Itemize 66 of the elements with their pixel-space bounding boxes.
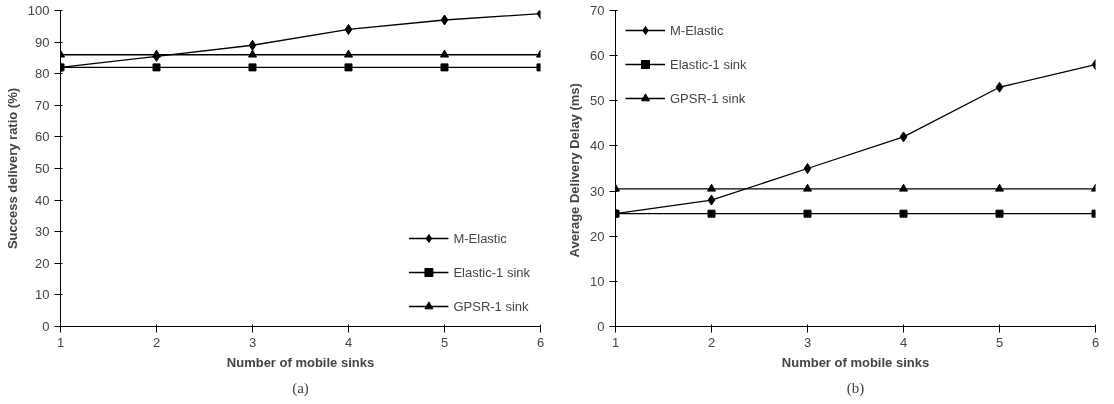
point [248, 39, 257, 51]
point [707, 209, 716, 218]
point [803, 163, 812, 174]
x-tick-label: 1 [56, 334, 65, 350]
point [707, 194, 716, 206]
point [440, 63, 449, 72]
y-tick-label: 0 [597, 319, 605, 334]
y-tick-label: 10 [35, 287, 50, 303]
text: (b) [846, 379, 865, 397]
point [152, 49, 161, 58]
point [707, 183, 716, 192]
point [803, 209, 812, 218]
x-tick-label: 4 [344, 334, 353, 350]
y-tick-label: 10 [590, 273, 605, 289]
x-tick-label: 6 [536, 334, 545, 350]
text: (a) [292, 379, 309, 397]
point [995, 209, 1004, 218]
y-axis-title: Success delivery ratio (%) [4, 87, 20, 250]
y-tick-label: 60 [590, 48, 605, 64]
point [248, 49, 257, 58]
x-tick-label: 4 [899, 334, 908, 350]
y-tick-label: 80 [35, 66, 50, 82]
y-tick-label: 100 [27, 3, 50, 18]
x-tick-label: 3 [803, 334, 812, 350]
y-tick-label: 90 [35, 34, 50, 50]
y-tick-label: 20 [35, 255, 50, 271]
point [248, 63, 257, 72]
point [803, 183, 812, 192]
point [344, 49, 353, 58]
y-axis-title: Average Delivery Delay (ms) [567, 83, 583, 258]
legend-label: Elastic-1 sink [670, 56, 747, 72]
point [152, 63, 161, 72]
x-axis-title: Number of mobile sinks [781, 354, 930, 370]
x-axis-title: Number of mobile sinks [226, 354, 375, 370]
point [899, 183, 908, 192]
x-tick-label: 2 [152, 334, 161, 350]
y-tick-label: 20 [590, 228, 605, 244]
x-tick-label: 6 [1091, 334, 1100, 350]
y-tick-label: 70 [590, 3, 605, 18]
point [995, 183, 1004, 192]
legend-label: Elastic-1 sink [453, 264, 530, 280]
y-tick-label: 30 [35, 224, 50, 240]
y-tick-label: 40 [590, 138, 605, 154]
y-tick-label: 60 [35, 129, 50, 145]
point [344, 23, 353, 35]
point [440, 49, 449, 58]
legend-label: GPSR-1 sink [670, 90, 746, 106]
legend-label: M-Elastic [670, 22, 724, 38]
x-tick-label: 3 [248, 334, 257, 350]
x-tick-label: 5 [995, 334, 1004, 350]
point [440, 14, 449, 26]
y-tick-label: 50 [35, 161, 50, 176]
point [899, 131, 908, 143]
y-tick-label: 40 [35, 192, 50, 208]
y-tick-label: 50 [590, 93, 605, 109]
point [899, 209, 908, 218]
y-tick-label: 0 [42, 319, 50, 334]
x-tick-label: 5 [440, 334, 449, 350]
point [344, 63, 353, 72]
legend-label: M-Elastic [453, 230, 507, 246]
legend-label: GPSR-1 sink [453, 298, 529, 314]
x-tick-label: 2 [707, 334, 716, 350]
point [995, 81, 1004, 93]
y-tick-label: 30 [590, 183, 605, 199]
x-tick-label: 1 [611, 334, 620, 350]
y-tick-label: 70 [35, 97, 50, 113]
